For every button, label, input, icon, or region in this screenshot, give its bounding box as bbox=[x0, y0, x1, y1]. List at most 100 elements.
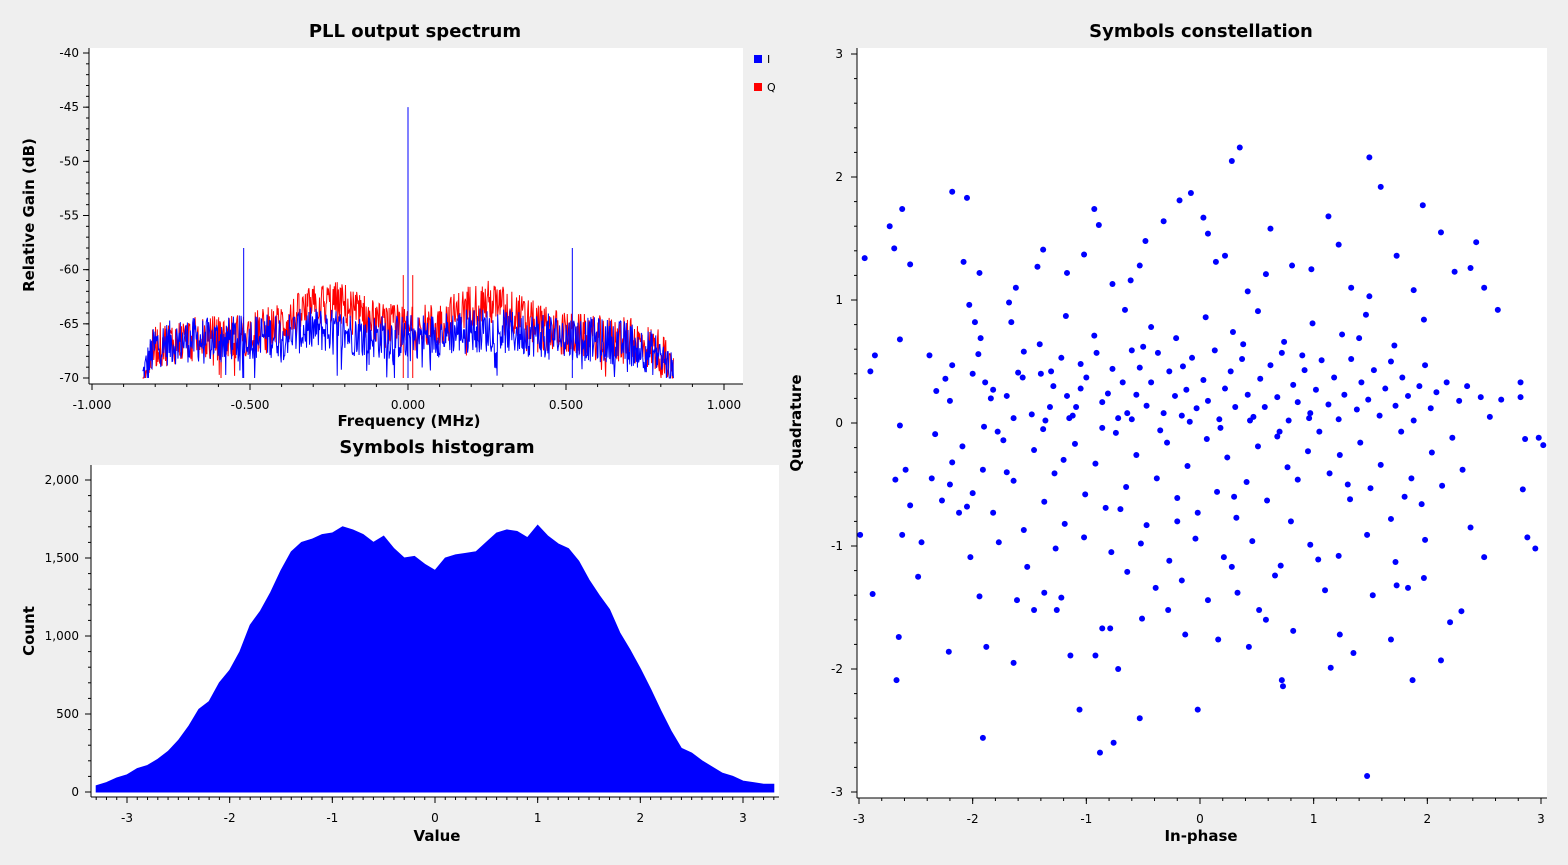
histogram-y-tick-label: 1,000 bbox=[45, 629, 79, 643]
constellation-point bbox=[1028, 411, 1035, 418]
constellation-point bbox=[1095, 221, 1102, 228]
constellation-point bbox=[1110, 739, 1117, 746]
constellation-point bbox=[1294, 476, 1301, 483]
histogram-y-tick-label: 0 bbox=[71, 785, 79, 799]
constellation-point bbox=[1481, 284, 1488, 291]
histogram-title: Symbols histogram bbox=[339, 437, 534, 458]
constellation-point bbox=[1010, 415, 1017, 422]
constellation-point bbox=[1348, 356, 1355, 363]
constellation-point bbox=[1410, 417, 1417, 424]
constellation-point bbox=[1216, 416, 1223, 423]
constellation-x-tick-label: 2 bbox=[1424, 812, 1432, 826]
constellation-point bbox=[1387, 636, 1394, 643]
constellation-point bbox=[1443, 379, 1450, 386]
constellation-point bbox=[1142, 237, 1149, 244]
constellation-point bbox=[1204, 597, 1211, 604]
constellation-point bbox=[928, 475, 935, 482]
constellation-point bbox=[1281, 338, 1288, 345]
constellation-point bbox=[1418, 501, 1425, 508]
constellation-point bbox=[1517, 379, 1524, 386]
legend-swatch-i bbox=[754, 55, 762, 63]
constellation-point bbox=[871, 352, 878, 359]
constellation-point bbox=[1160, 410, 1167, 417]
constellation-point bbox=[1344, 481, 1351, 488]
constellation-point bbox=[1121, 306, 1128, 313]
constellation-y-tick-label: 1 bbox=[835, 293, 843, 307]
constellation-point bbox=[1316, 428, 1323, 435]
constellation-point bbox=[1186, 418, 1193, 425]
constellation-point bbox=[1010, 659, 1017, 666]
constellation-point bbox=[1053, 606, 1060, 613]
constellation-point bbox=[1148, 324, 1155, 331]
constellation-point bbox=[1519, 486, 1526, 493]
constellation-point bbox=[1020, 348, 1027, 355]
constellation-point bbox=[1183, 386, 1190, 393]
histogram-x-tick-label: 0 bbox=[431, 811, 439, 825]
constellation-point bbox=[1091, 205, 1098, 212]
constellation-point bbox=[1099, 424, 1106, 431]
constellation-point bbox=[1228, 563, 1235, 570]
constellation-point bbox=[1339, 331, 1346, 338]
constellation-point bbox=[987, 395, 994, 402]
constellation-point bbox=[1228, 158, 1235, 165]
constellation-point bbox=[1124, 568, 1131, 575]
constellation-point bbox=[1347, 496, 1354, 503]
spectrum-x-tick-label: -1.000 bbox=[73, 398, 112, 412]
constellation-point bbox=[1229, 328, 1236, 335]
constellation-point bbox=[1325, 213, 1332, 220]
constellation-point bbox=[971, 319, 978, 326]
constellation-point bbox=[994, 428, 1001, 435]
constellation-point bbox=[1064, 392, 1071, 399]
constellation-point bbox=[960, 258, 967, 265]
constellation-point bbox=[1166, 368, 1173, 375]
histogram-y-tick-label: 1,500 bbox=[45, 551, 79, 565]
constellation-point bbox=[933, 388, 940, 395]
spectrum-y-tick-label: -65 bbox=[59, 317, 79, 331]
constellation-point bbox=[1178, 412, 1185, 419]
constellation-point bbox=[1233, 514, 1240, 521]
histogram-x-tick-label: -1 bbox=[326, 811, 338, 825]
constellation-point bbox=[976, 593, 983, 600]
constellation-point bbox=[1064, 269, 1071, 276]
constellation-point bbox=[1200, 214, 1207, 221]
constellation-point bbox=[990, 386, 997, 393]
constellation-point bbox=[1234, 589, 1241, 596]
constellation-point bbox=[1136, 262, 1143, 269]
constellation-point bbox=[1449, 434, 1456, 441]
constellation-point bbox=[977, 335, 984, 342]
constellation-point bbox=[1272, 572, 1279, 579]
constellation-point bbox=[1387, 358, 1394, 365]
constellation-point bbox=[1477, 394, 1484, 401]
histogram-axes: 0 500 1,000 1,500 2,000 -3 -2 -1 0 1 2 3 bbox=[45, 465, 779, 825]
constellation-point bbox=[1336, 451, 1343, 458]
constellation-point bbox=[1428, 449, 1435, 456]
spectrum-title: PLL output spectrum bbox=[309, 21, 521, 42]
constellation-point bbox=[1081, 534, 1088, 541]
constellation-point bbox=[1325, 401, 1332, 408]
constellation-point bbox=[1358, 379, 1365, 386]
spectrum-y-tick-label: -55 bbox=[59, 209, 79, 223]
constellation-point bbox=[1058, 354, 1065, 361]
constellation-point bbox=[1357, 439, 1364, 446]
constellation-point bbox=[1051, 470, 1058, 477]
constellation-point bbox=[1486, 413, 1493, 420]
constellation-point bbox=[1290, 381, 1297, 388]
constellation-point bbox=[896, 336, 903, 343]
constellation-axes: -3 -2 -1 0 1 2 3 -3 -2 -1 0 1 2 3 bbox=[831, 47, 1547, 826]
constellation-point bbox=[1299, 352, 1306, 359]
constellation-point bbox=[967, 554, 974, 561]
constellation-point bbox=[1464, 383, 1471, 390]
constellation-point bbox=[899, 205, 906, 212]
constellation-point bbox=[975, 351, 982, 358]
spectrum-legend: I Q bbox=[754, 53, 776, 94]
spectrum-xlabel: Frequency (MHz) bbox=[338, 412, 481, 430]
constellation-point bbox=[1290, 627, 1297, 634]
constellation-point bbox=[1192, 535, 1199, 542]
constellation-point bbox=[1020, 527, 1027, 534]
constellation-point bbox=[1137, 540, 1144, 547]
histogram-ylabel: Count bbox=[20, 606, 38, 656]
constellation-point bbox=[1366, 154, 1373, 161]
constellation-point bbox=[1092, 652, 1099, 659]
histogram-x-tick-label: -2 bbox=[224, 811, 236, 825]
constellation-point bbox=[1439, 482, 1446, 489]
